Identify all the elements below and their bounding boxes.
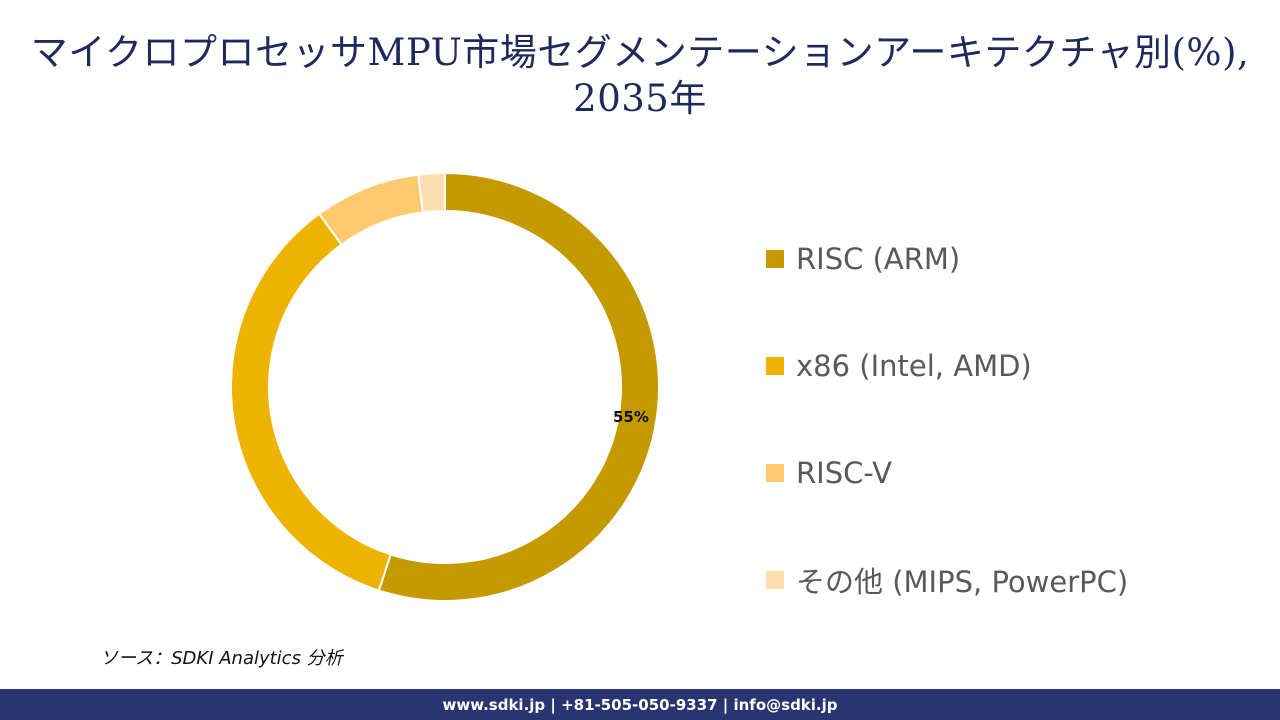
chart-title: マイクロプロセッサMPU市場セグメンテーションアーキテクチャ別(%), 2035…: [0, 30, 1280, 122]
donut-segment: [230, 212, 392, 592]
donut-segment: [417, 172, 446, 214]
legend-label: x86 (Intel, AMD): [796, 348, 1032, 383]
legend-label: RISC-V: [796, 455, 892, 490]
donut-segment: [377, 172, 660, 602]
donut-svg: [230, 172, 660, 602]
legend-swatch: [766, 356, 784, 375]
chart-title-line2: 2035年: [573, 77, 707, 120]
legend-label: その他 (MIPS, PowerPC): [796, 564, 1129, 599]
legend-item-risc-v: RISC-V: [766, 419, 1128, 526]
legend-item-x86: x86 (Intel, AMD): [766, 312, 1128, 419]
legend-label: RISC (ARM): [796, 241, 961, 276]
legend-item-other: その他 (MIPS, PowerPC): [766, 526, 1128, 633]
legend-swatch: [766, 463, 784, 482]
data-label-risc-arm: 55%: [613, 408, 649, 426]
legend-swatch: [766, 249, 784, 268]
chart-title-line1: マイクロプロセッサMPU市場セグメンテーションアーキテクチャ別(%),: [30, 31, 1250, 74]
donut-segment: [317, 173, 425, 247]
legend-swatch: [766, 570, 784, 589]
legend-item-risc-arm: RISC (ARM): [766, 205, 1128, 312]
footer-bar: www.sdki.jp | +81-505-050-9337 | info@sd…: [0, 689, 1280, 720]
source-note: ソース：SDKI Analytics 分析: [100, 648, 343, 669]
legend: RISC (ARM) x86 (Intel, AMD) RISC-V その他 (…: [766, 205, 1128, 633]
donut-chart: [230, 172, 660, 602]
footer-contact: www.sdki.jp | +81-505-050-9337 | info@sd…: [442, 695, 838, 714]
